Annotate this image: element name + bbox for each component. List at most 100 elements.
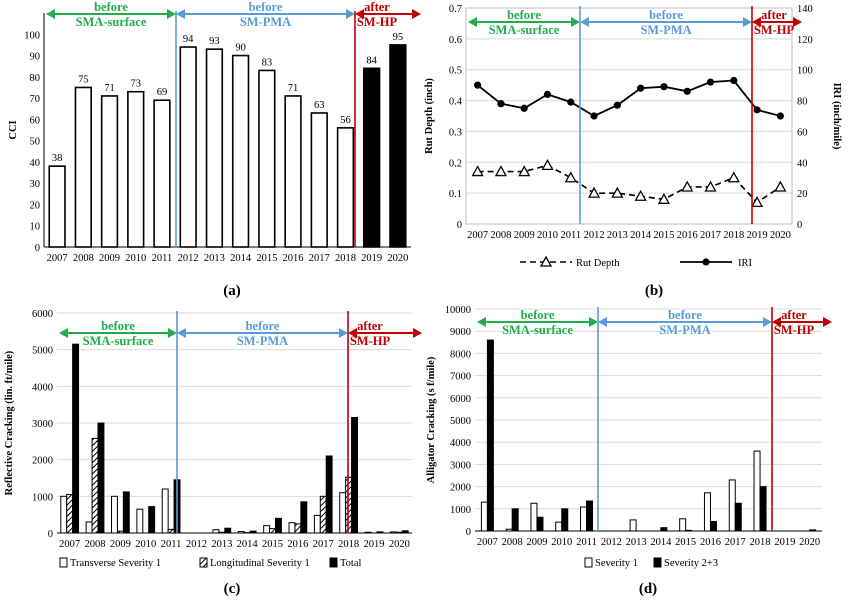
period-label-line1: after	[761, 8, 787, 22]
x-tick-label: 2017	[700, 230, 721, 241]
x-tick-label: 2007	[59, 539, 80, 550]
iri-marker	[706, 78, 715, 86]
period-label-line1: before	[249, 0, 283, 14]
period-arrowhead-right	[793, 17, 802, 27]
bar-total	[401, 530, 409, 534]
legend-label: Transverse Severity 1	[70, 558, 161, 569]
x-tick-label: 2018	[338, 539, 359, 550]
x-tick-label: 2016	[283, 253, 304, 264]
bar-severity-1	[580, 506, 588, 532]
y-tick-label: 5000	[32, 346, 53, 357]
y-tick-label: 0.2	[449, 158, 462, 169]
legend-label: Longitudinal Severity 1	[210, 558, 310, 569]
period-label-line1: before	[507, 8, 541, 22]
legend-swatch	[584, 557, 593, 568]
y-tick-label: 1000	[32, 492, 53, 503]
period-arrowhead-left	[752, 17, 761, 27]
period-label-line2: SM-PMA	[640, 23, 691, 37]
cci-data-label: 38	[52, 153, 63, 164]
iri-marker	[730, 76, 738, 85]
y-tick-label: 0	[35, 243, 40, 254]
bar-transverse-severity-1	[111, 495, 118, 534]
legend-label: Severity 1	[595, 558, 638, 569]
period-arrowhead-left	[772, 317, 781, 327]
y-axis-title: CCI	[8, 120, 19, 139]
period-label-line2: SM-HP	[774, 323, 815, 337]
y-tick-label: 10	[30, 222, 41, 233]
x-tick-label: 2008	[73, 253, 94, 264]
period-arrowhead-left	[348, 328, 357, 338]
panel-label: (c)	[224, 581, 241, 597]
period-label-line1: before	[94, 0, 128, 14]
x-tick-label: 2012	[186, 539, 207, 550]
x-tick-label: 2017	[313, 539, 334, 550]
x-tick-label: 2007	[477, 537, 498, 548]
bar-longitudinal-severity-1	[167, 528, 175, 534]
period-arrowhead-right	[763, 317, 772, 327]
x-tick-label: 2015	[256, 253, 277, 264]
x-tick-label: 2012	[178, 253, 199, 264]
x-tick-label: 2014	[630, 230, 652, 241]
period-label-line1: before	[668, 308, 702, 322]
x-tick-label: 2020	[799, 537, 820, 548]
x-tick-label: 2019	[363, 539, 384, 550]
bar-severity-1	[555, 521, 563, 532]
period-arrowhead-left	[59, 328, 68, 338]
y-tick-label: 0.5	[449, 66, 462, 77]
cci-bar	[179, 46, 197, 248]
x-tick-label: 2013	[211, 539, 232, 550]
x-tick-label: 2010	[537, 230, 558, 241]
panel-label: (b)	[645, 283, 663, 299]
x-tick-label: 2013	[626, 537, 647, 548]
y-tick-label: 0.1	[449, 189, 462, 200]
bar-transverse-severity-1	[60, 495, 68, 534]
cci-bar	[231, 54, 250, 248]
legend-swatch	[59, 557, 68, 568]
cci-bar	[310, 112, 328, 248]
y2-tick-label: 120	[797, 35, 813, 46]
bar-total	[274, 517, 282, 534]
legend-swatch	[329, 557, 338, 568]
legend-swatch	[199, 557, 208, 568]
period-label-line2: SM-HP	[350, 334, 391, 348]
bar-total	[325, 455, 333, 534]
cci-data-label: 93	[209, 36, 220, 47]
bar-transverse-severity-1	[389, 531, 397, 534]
iri-marker	[683, 87, 691, 95]
period-label-line1: after	[357, 319, 383, 333]
bar-longitudinal-severity-1	[91, 437, 99, 534]
x-tick-label: 2008	[502, 537, 523, 548]
x-tick-label: 2018	[750, 537, 771, 548]
x-tick-label: 2019	[774, 537, 795, 548]
bar-severity-2-3	[660, 527, 668, 532]
cci-data-label: 69	[157, 87, 168, 98]
period-label-line1: before	[521, 308, 555, 322]
x-tick-label: 2014	[237, 539, 259, 550]
bar-severity-1	[679, 518, 687, 532]
rut-depth-marker	[727, 171, 740, 183]
rut-depth-marker	[541, 159, 554, 171]
y-tick-label: 1000	[450, 505, 471, 516]
x-tick-label: 2018	[723, 230, 744, 241]
x-tick-label: 2009	[110, 539, 131, 550]
bar-severity-2-3	[709, 520, 717, 532]
y-tick-label: 60	[30, 115, 41, 126]
rut-depth-marker	[471, 165, 484, 177]
iri-marker	[613, 101, 621, 109]
iri-marker	[520, 104, 528, 112]
x-tick-label: 2012	[601, 537, 622, 548]
y-tick-label: 3000	[32, 419, 53, 430]
y2-tick-label: 100	[797, 66, 813, 77]
x-tick-label: 2017	[725, 537, 746, 548]
y2-axis-title: IRI (inch/mile)	[831, 83, 842, 150]
rut-depth-marker	[657, 192, 671, 204]
cci-bar	[336, 127, 355, 248]
x-tick-label: 2017	[309, 253, 330, 264]
bar-severity-1	[753, 450, 761, 532]
y2-tick-label: 140	[797, 4, 813, 15]
y-tick-label: 2000	[450, 483, 471, 494]
cci-data-label: 95	[393, 32, 404, 43]
y-tick-label: 6000	[450, 394, 471, 405]
period-arrowhead-left	[177, 328, 186, 338]
